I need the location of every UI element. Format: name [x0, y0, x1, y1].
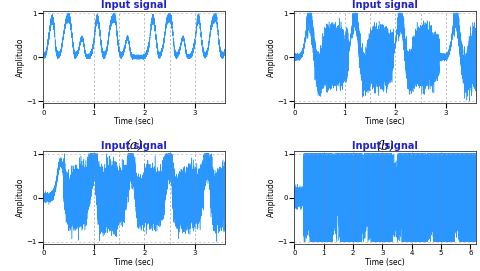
Title: Input signal: Input signal [351, 0, 417, 10]
Title: Input signal: Input signal [101, 141, 167, 151]
Y-axis label: Amplitudo: Amplitudo [267, 178, 276, 217]
Y-axis label: Amplitudo: Amplitudo [16, 37, 25, 77]
Title: Input signal: Input signal [101, 0, 167, 10]
Y-axis label: Amplitudo: Amplitudo [16, 178, 25, 217]
X-axis label: Time (sec): Time (sec) [114, 117, 154, 126]
X-axis label: Time (sec): Time (sec) [365, 117, 404, 126]
Text: (b): (b) [375, 140, 393, 153]
Y-axis label: Amplitudo: Amplitudo [267, 37, 276, 77]
Text: (a): (a) [125, 140, 143, 153]
X-axis label: Time (sec): Time (sec) [365, 257, 404, 267]
Title: Input signal: Input signal [351, 141, 417, 151]
X-axis label: Time (sec): Time (sec) [114, 257, 154, 267]
